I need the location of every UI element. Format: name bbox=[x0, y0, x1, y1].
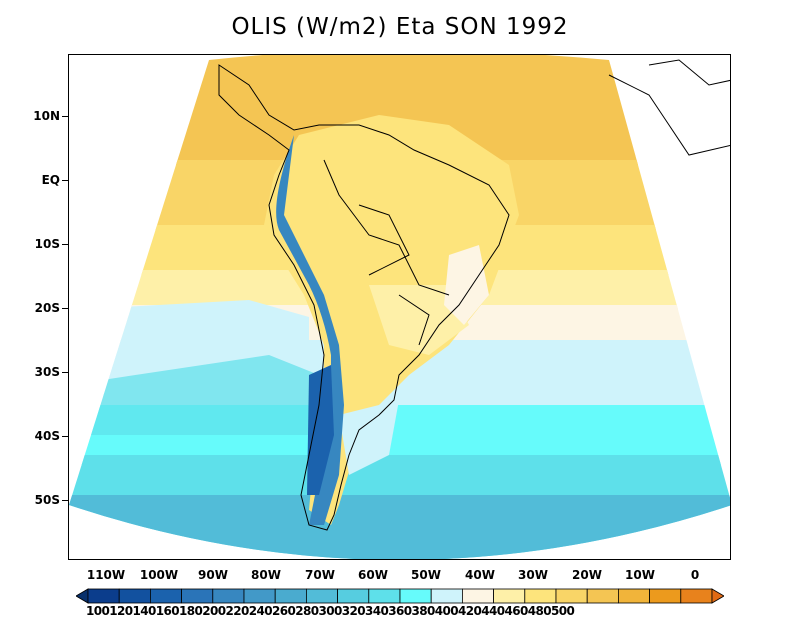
colorbar-box bbox=[586, 588, 619, 604]
colorbar-arrow-low bbox=[76, 588, 89, 604]
colorbar-box bbox=[212, 588, 245, 604]
field-bands bbox=[69, 55, 730, 559]
colorbar-box bbox=[118, 588, 151, 604]
lat-label-50s: 50S bbox=[34, 493, 60, 507]
lat-tick bbox=[62, 500, 69, 501]
lon-label-90w: 90W bbox=[198, 568, 228, 582]
lon-label-30w: 30W bbox=[518, 568, 548, 582]
colorbar-box bbox=[305, 588, 338, 604]
lat-tick bbox=[62, 244, 69, 245]
colorbar-box bbox=[680, 588, 713, 604]
map-title: OLIS (W/m2) Eta SON 1992 bbox=[231, 14, 569, 40]
map-field bbox=[69, 55, 730, 559]
colorbar-level-labels: 1001201401601802002202402602803003203403… bbox=[86, 604, 575, 618]
colorbar-box bbox=[461, 588, 494, 604]
colorbar-box bbox=[493, 588, 526, 604]
lat-tick bbox=[62, 372, 69, 373]
lon-label-50w: 50W bbox=[411, 568, 441, 582]
colorbar-box bbox=[150, 588, 183, 604]
colorbar-box bbox=[243, 588, 276, 604]
lon-label-0: 0 bbox=[690, 568, 700, 582]
colorbar-box bbox=[430, 588, 463, 604]
lat-label-40s: 40S bbox=[34, 429, 60, 443]
lat-tick bbox=[62, 436, 69, 437]
colorbar-box bbox=[274, 588, 307, 604]
coastlines bbox=[218, 59, 730, 531]
lon-label-100w: 100W bbox=[139, 568, 179, 582]
lat-tick bbox=[62, 308, 69, 309]
colorbar-box bbox=[555, 588, 588, 604]
lat-label-10s: 10S bbox=[34, 237, 60, 251]
colorbar bbox=[76, 588, 724, 604]
colorbar-box bbox=[524, 588, 557, 604]
colorbar-box bbox=[337, 588, 370, 604]
lat-label-20s: 20S bbox=[34, 301, 60, 315]
colorbar-arrow-high bbox=[711, 588, 724, 604]
lat-label-10n: 10N bbox=[33, 109, 60, 123]
lon-label-10w: 10W bbox=[625, 568, 655, 582]
map-panel bbox=[68, 54, 731, 560]
colorbar-box bbox=[181, 588, 214, 604]
lat-label-eq: EQ bbox=[41, 173, 60, 187]
lat-label-30s: 30S bbox=[34, 365, 60, 379]
lon-label-110w: 110W bbox=[86, 568, 126, 582]
colorbar-box bbox=[368, 588, 401, 604]
lon-label-70w: 70W bbox=[305, 568, 335, 582]
colorbar-labels: 1001201401601802002202402602803003203403… bbox=[86, 604, 706, 618]
colorbar-box bbox=[618, 588, 651, 604]
lon-label-80w: 80W bbox=[251, 568, 281, 582]
colorbar-box bbox=[399, 588, 432, 604]
lon-label-60w: 60W bbox=[358, 568, 388, 582]
lon-label-20w: 20W bbox=[572, 568, 602, 582]
lat-tick bbox=[62, 180, 69, 181]
lon-label-40w: 40W bbox=[465, 568, 495, 582]
lat-tick bbox=[62, 116, 69, 117]
colorbar-box bbox=[87, 588, 120, 604]
colorbar-box bbox=[649, 588, 682, 604]
